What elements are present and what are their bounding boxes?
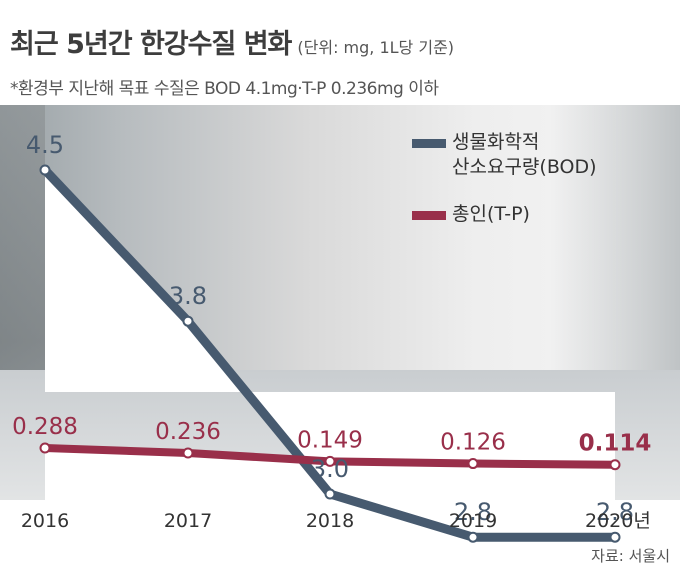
bod-value-label: 3.8 bbox=[169, 282, 207, 310]
x-tick-label: 2018 bbox=[306, 510, 354, 532]
tp-point bbox=[39, 442, 51, 454]
tp-value-label: 0.236 bbox=[155, 419, 221, 445]
bod-value-label: 2.8 bbox=[454, 498, 492, 526]
bod-point bbox=[609, 531, 621, 543]
legend-label-tp: 총인(T-P) bbox=[452, 203, 530, 225]
chart-title: 최근 5년간 한강수질 변화 (단위: mg, 1L당 기준) bbox=[10, 22, 454, 61]
target-note: *환경부 지난해 목표 수질은 BOD 4.1mg·T-P 0.236mg 이하 bbox=[10, 79, 439, 99]
bod-point bbox=[182, 315, 194, 327]
bod-value-label: 4.5 bbox=[26, 131, 64, 159]
bod-points bbox=[39, 164, 621, 543]
legend-swatch-bod bbox=[412, 139, 446, 148]
tp-point bbox=[324, 455, 336, 467]
tp-value-label: 0.114 bbox=[579, 431, 652, 457]
legend-label-bod-2: 산소요구량(BOD) bbox=[452, 156, 597, 178]
title-text: 최근 5년간 한강수질 변화 bbox=[10, 29, 292, 60]
tp-point bbox=[182, 447, 194, 459]
unit-text: (단위: mg, 1L당 기준) bbox=[297, 38, 455, 57]
x-tick-label: 2020년 bbox=[585, 510, 651, 532]
x-tick-label: 2019 bbox=[449, 510, 497, 532]
bod-point bbox=[324, 488, 336, 500]
x-tick-label: 2017 bbox=[164, 510, 212, 532]
tp-value-label: 0.149 bbox=[297, 427, 363, 453]
bod-value-label: 2.8 bbox=[596, 498, 634, 526]
tp-point bbox=[609, 459, 621, 471]
legend-item-tp: 총인(T-P) bbox=[412, 202, 597, 227]
x-tick-labels: 2016 2017 2018 2019 2020년 bbox=[21, 510, 651, 532]
bod-point bbox=[467, 531, 479, 543]
legend: 생물화학적 산소요구량(BOD) 총인(T-P) bbox=[412, 130, 597, 249]
bod-area bbox=[45, 170, 615, 538]
legend-swatch-tp bbox=[412, 211, 446, 220]
photo-bridge-area bbox=[550, 105, 680, 385]
bod-labels: 4.5 3.8 3.0 2.8 2.8 bbox=[26, 131, 634, 526]
source-text: 자료: 서울시 bbox=[591, 547, 670, 565]
x-tick-label: 2016 bbox=[21, 510, 69, 532]
tp-area bbox=[45, 448, 615, 500]
bod-value-label: 3.0 bbox=[311, 455, 349, 483]
legend-item-bod: 생물화학적 산소요구량(BOD) bbox=[412, 130, 597, 180]
legend-label-bod-1: 생물화학적 bbox=[452, 131, 540, 153]
bod-point bbox=[39, 164, 51, 176]
tp-value-label: 0.126 bbox=[440, 430, 506, 456]
tp-labels: 0.288 0.236 0.149 0.126 0.114 bbox=[12, 414, 651, 457]
tp-points bbox=[39, 442, 621, 471]
tp-point bbox=[467, 458, 479, 470]
header: 최근 5년간 한강수질 변화 (단위: mg, 1L당 기준) *환경부 지난해 … bbox=[0, 0, 680, 105]
tp-value-label: 0.288 bbox=[12, 414, 78, 440]
